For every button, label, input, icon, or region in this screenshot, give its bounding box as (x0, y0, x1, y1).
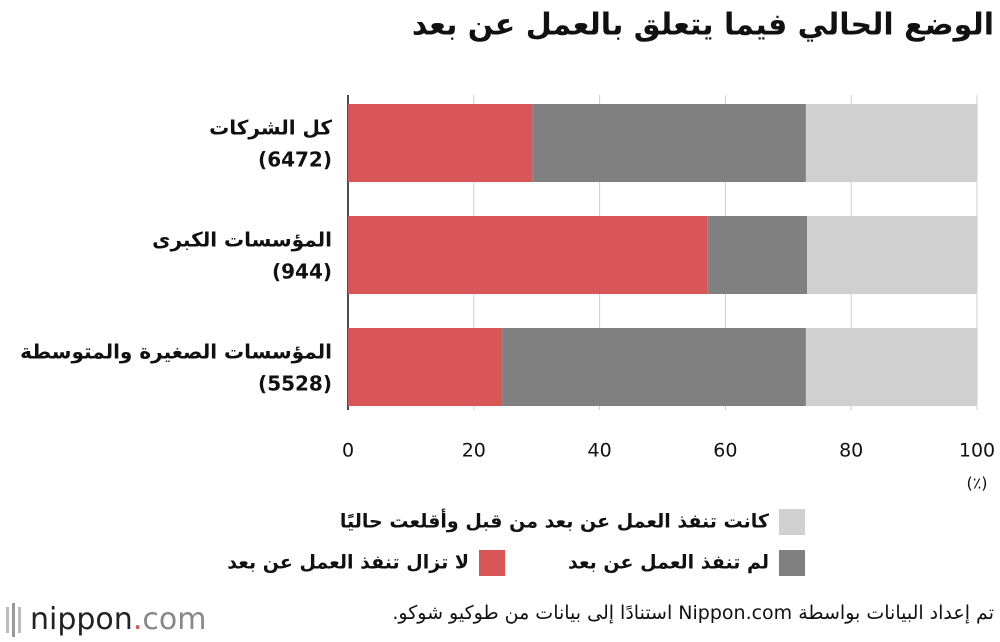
legend-label: لم تنفذ العمل عن بعد (568, 552, 769, 574)
source-note: تم إعداد البيانات بواسطة Nippon.com استن… (392, 602, 994, 624)
x-tick-label: 40 (588, 440, 612, 462)
x-tick-label: 0 (342, 440, 354, 462)
legend-swatch (779, 550, 805, 576)
logo-text: nippon.com (30, 602, 206, 637)
x-tick-label: 60 (713, 440, 737, 462)
bar-segment (707, 216, 808, 294)
bar-segment (805, 328, 977, 406)
bar-segment (348, 328, 503, 406)
bar-segment (532, 104, 806, 182)
x-tick-label: 100 (959, 440, 995, 462)
bar-segment (348, 104, 533, 182)
x-tick-label: 80 (839, 440, 863, 462)
bar-segment (348, 216, 708, 294)
bar-segment (805, 104, 977, 182)
legend-label: كانت تنفذ العمل عن بعد من قبل وأقلعت حال… (340, 509, 770, 533)
category-label: المؤسسات الصغيرة والمتوسطة (20, 340, 332, 364)
category-label: كل الشركات (209, 116, 332, 140)
category-label: (5528) (258, 372, 332, 396)
x-tick-label: 20 (462, 440, 486, 462)
category-label: (6472) (258, 148, 332, 172)
chart-title: الوضع الحالي فيما يتعلق بالعمل عن بعد (412, 8, 994, 43)
category-label: (944) (272, 260, 332, 284)
logo-bar (12, 603, 15, 637)
legend-swatch (479, 550, 505, 576)
logo-part: . (133, 602, 143, 637)
category-label: المؤسسات الكبرى (152, 228, 332, 252)
bar-segment (807, 216, 977, 294)
x-unit: (٪) (966, 474, 987, 493)
legend-label: لا تزال تنفذ العمل عن بعد (227, 552, 469, 574)
logo-bar (6, 607, 9, 633)
bar-segment (502, 328, 806, 406)
logo-bar (18, 607, 21, 633)
logo-part: com (142, 602, 206, 637)
logo-part: nippon (30, 602, 133, 637)
legend-swatch (779, 509, 805, 535)
logo: nippon.com (6, 602, 206, 637)
